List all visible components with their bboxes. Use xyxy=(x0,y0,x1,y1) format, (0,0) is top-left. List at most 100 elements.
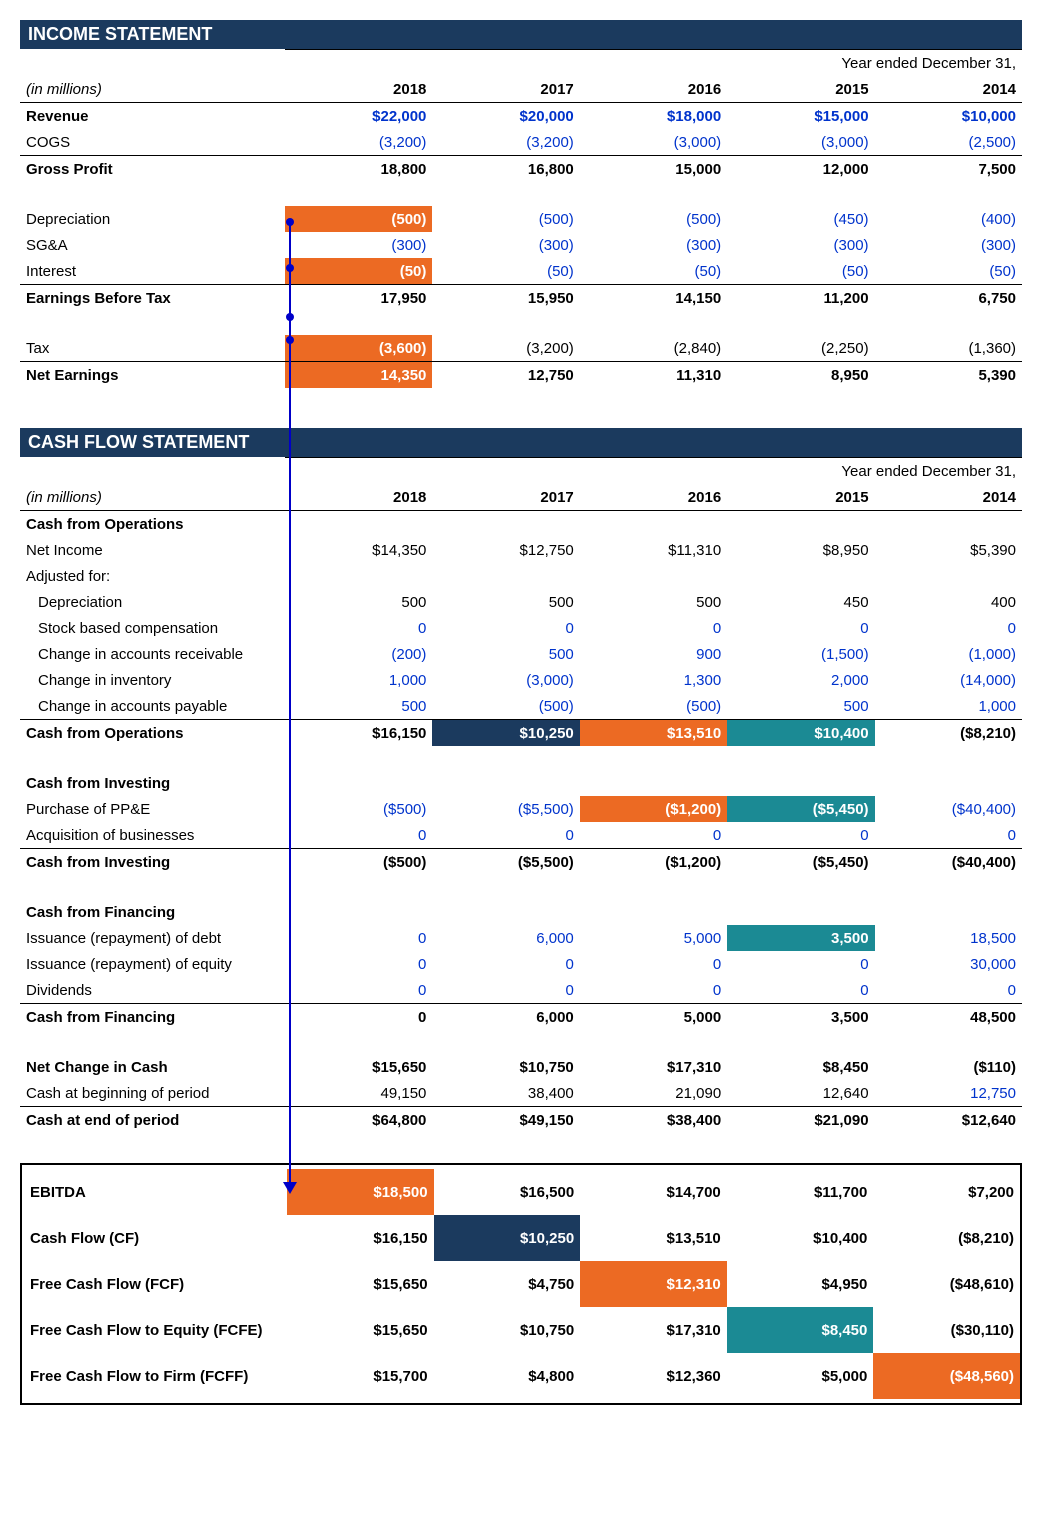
cf-cell: ($500) xyxy=(285,796,432,822)
cf-cell: $15,650 xyxy=(285,1054,432,1080)
summary-cell: ($48,560) xyxy=(873,1353,1020,1399)
cf-row-label: Issuance (repayment) of debt xyxy=(20,925,285,951)
cf-row-label: Depreciation xyxy=(20,589,285,615)
arrow-line xyxy=(289,222,291,1182)
cf-cell: (200) xyxy=(285,641,432,667)
cf-cell: (3,000) xyxy=(432,667,579,693)
cf-cell: $14,350 xyxy=(285,537,432,563)
income-cell: (3,200) xyxy=(432,335,579,362)
income-cell: (3,200) xyxy=(432,129,579,156)
income-cell: (300) xyxy=(580,232,727,258)
cf-cell: 900 xyxy=(580,641,727,667)
cf-cell: 2,000 xyxy=(727,667,874,693)
cf-cell: 0 xyxy=(727,977,874,1004)
income-cell: 14,350 xyxy=(285,362,432,389)
summary-cell: $4,950 xyxy=(727,1261,874,1307)
summary-cell: ($30,110) xyxy=(873,1307,1020,1353)
income-row-label: Earnings Before Tax xyxy=(20,285,285,312)
income-row-label: Net Earnings xyxy=(20,362,285,389)
cf-cell: 1,000 xyxy=(285,667,432,693)
cf-cell: (1,000) xyxy=(875,641,1022,667)
cf-cell: 12,750 xyxy=(875,1080,1022,1107)
blank xyxy=(432,770,579,796)
cf-cell: ($110) xyxy=(875,1054,1022,1080)
cf-cell: ($8,210) xyxy=(875,720,1022,747)
cf-cell: 0 xyxy=(727,615,874,641)
cf-cell: 500 xyxy=(727,693,874,720)
income-cell: (400) xyxy=(875,206,1022,232)
summary-cell: $18,500 xyxy=(287,1169,434,1215)
blank xyxy=(875,770,1022,796)
year-col-2018: 2018 xyxy=(285,76,432,103)
cf-cell: 0 xyxy=(875,822,1022,849)
summary-cell: $10,250 xyxy=(434,1215,581,1261)
year-col-2016: 2016 xyxy=(580,76,727,103)
cf-cell: $10,400 xyxy=(727,720,874,747)
income-cell: (2,500) xyxy=(875,129,1022,156)
income-cell: (450) xyxy=(727,206,874,232)
cf-cell: 400 xyxy=(875,589,1022,615)
income-cell: (3,000) xyxy=(580,129,727,156)
cf-cell: 30,000 xyxy=(875,951,1022,977)
cf-cell xyxy=(580,563,727,589)
income-cell: (300) xyxy=(285,232,432,258)
cf-cell: 500 xyxy=(285,693,432,720)
cf-cell: (14,000) xyxy=(875,667,1022,693)
blank xyxy=(727,770,874,796)
spacer xyxy=(20,311,1022,335)
income-cell: 12,750 xyxy=(432,362,579,389)
summary-cell: ($48,610) xyxy=(873,1261,1020,1307)
income-cell: 14,150 xyxy=(580,285,727,312)
cf-cell xyxy=(432,563,579,589)
cf-cell: $64,800 xyxy=(285,1107,432,1134)
cf-cell: 0 xyxy=(285,822,432,849)
cf-row-label: Cash from Financing xyxy=(20,1004,285,1031)
cf-cell: $10,250 xyxy=(432,720,579,747)
year-col-2018: 2018 xyxy=(285,484,432,511)
income-cell: 5,390 xyxy=(875,362,1022,389)
year-col-2015: 2015 xyxy=(727,484,874,511)
summary-cell: $15,650 xyxy=(287,1261,434,1307)
income-cell: 7,500 xyxy=(875,156,1022,183)
cf-cell: (500) xyxy=(432,693,579,720)
blank xyxy=(432,511,579,538)
summary-cell: $14,700 xyxy=(580,1169,727,1215)
cf-cell: 0 xyxy=(285,925,432,951)
year-col-2015: 2015 xyxy=(727,76,874,103)
cashflow-table: Year ended December 31,(in millions)2018… xyxy=(20,457,1022,1133)
period-caption: Year ended December 31, xyxy=(285,458,1022,485)
summary-cell: $12,310 xyxy=(580,1261,727,1307)
cf-cell: 5,000 xyxy=(580,1004,727,1031)
cf-cell xyxy=(727,563,874,589)
cf-cell: 1,000 xyxy=(875,693,1022,720)
summary-cell: $5,000 xyxy=(727,1353,874,1399)
summary-cell: $16,150 xyxy=(287,1215,434,1261)
spacer xyxy=(20,1030,1022,1054)
income-cell: 17,950 xyxy=(285,285,432,312)
arrow-head-icon xyxy=(283,1182,297,1194)
arrow-dot xyxy=(286,264,294,272)
cf-cell: ($500) xyxy=(285,849,432,876)
blank xyxy=(285,511,432,538)
cf-cell: 450 xyxy=(727,589,874,615)
spacer xyxy=(20,875,1022,899)
arrow-dot xyxy=(286,313,294,321)
blank xyxy=(580,899,727,925)
cf-cell: 3,500 xyxy=(727,1004,874,1031)
cf-cell: 0 xyxy=(432,977,579,1004)
cf-cell xyxy=(285,563,432,589)
summary-cell: $11,700 xyxy=(727,1169,874,1215)
summary-row-label: Free Cash Flow to Firm (FCFF) xyxy=(22,1353,287,1399)
cf-cell: 0 xyxy=(875,615,1022,641)
income-row-label: Interest xyxy=(20,258,285,285)
cf-cell: 38,400 xyxy=(432,1080,579,1107)
income-row-label: Gross Profit xyxy=(20,156,285,183)
summary-row-label: Free Cash Flow to Equity (FCFE) xyxy=(22,1307,287,1353)
arrow-dot xyxy=(286,218,294,226)
cf-cell: ($1,200) xyxy=(580,796,727,822)
income-cell: 15,950 xyxy=(432,285,579,312)
income-table: Year ended December 31,(in millions)2018… xyxy=(20,49,1022,388)
summary-cell: $13,510 xyxy=(580,1215,727,1261)
income-cell: (50) xyxy=(727,258,874,285)
income-cell: $22,000 xyxy=(285,103,432,130)
